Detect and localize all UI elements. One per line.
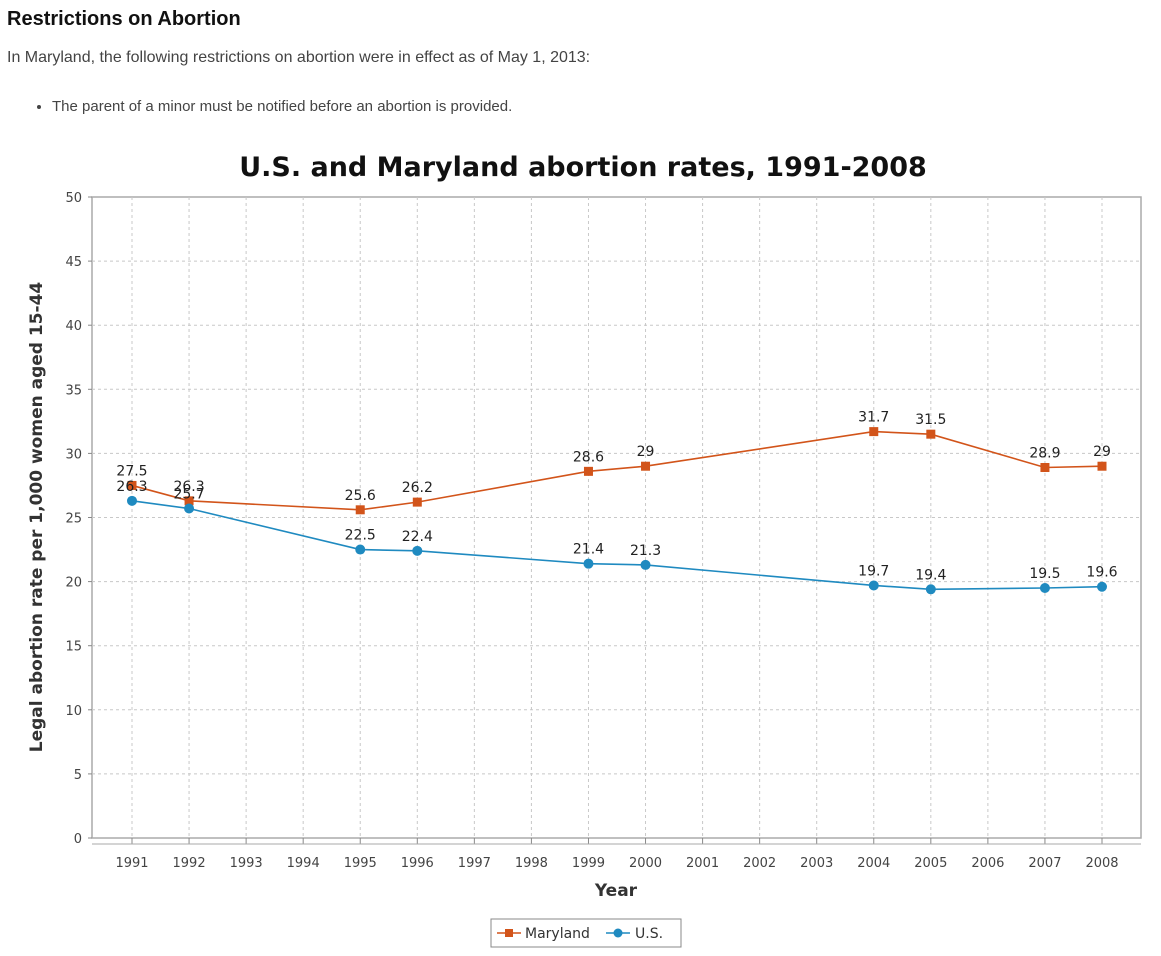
x-tick-label: 1994 [287,856,320,871]
y-tick-label: 30 [65,447,82,462]
x-tick-label: 1995 [344,856,377,871]
x-tick-label: 1999 [572,856,605,871]
data-label-u-s: 19.7 [858,563,889,579]
data-label-maryland: 27.5 [116,463,147,479]
data-label-u-s: 21.4 [573,542,604,558]
legend: Maryland U.S. [490,918,682,948]
data-label-maryland: 31.7 [858,410,889,426]
data-point-maryland [1040,463,1050,473]
y-tick-label: 50 [65,191,82,206]
x-tick-label: 2008 [1085,856,1118,871]
legend-us-label: U.S. [635,926,663,942]
data-label-maryland: 28.6 [573,449,604,465]
data-point-maryland [583,466,593,476]
series-line-maryland [131,430,1103,511]
legend-box [490,918,682,948]
data-label-u-s: 21.3 [630,543,661,559]
data-point-u-s [355,544,366,555]
legend-us-marker [613,928,623,938]
y-tick-label: 10 [65,704,82,719]
x-tick-label: 1991 [115,856,148,871]
data-point-u-s [640,559,651,570]
data-label-maryland: 26.2 [402,480,433,496]
x-tick-label: 2000 [629,856,662,871]
y-axis-label: Legal abortion rate per 1,000 women aged… [27,282,47,753]
data-point-maryland [355,505,365,515]
data-point-maryland [869,427,879,437]
data-point-maryland [412,497,422,507]
page-heading: Restrictions on Abortion [7,8,241,30]
y-tick-label: 45 [65,255,82,270]
restriction-item: The parent of a minor must be notified b… [52,98,512,115]
data-point-u-s [583,558,594,569]
x-tick-label: 2005 [914,856,947,871]
intro-text: In Maryland, the following restrictions … [7,49,591,66]
x-tick-label: 2006 [971,856,1004,871]
y-tick-label: 40 [65,319,82,334]
x-tick-label: 1997 [458,856,491,871]
data-point-u-s [412,545,423,556]
y-tick-label: 25 [65,512,82,527]
series-line-u-s [131,500,1103,591]
x-tick-label: 2003 [800,856,833,871]
x-tick-label: 1996 [401,856,434,871]
series-layer [127,427,1107,595]
data-label-u-s: 19.6 [1086,565,1117,581]
data-label-maryland: 29 [637,444,655,460]
data-label-maryland: 25.6 [345,488,376,504]
grid-layer [92,197,1141,838]
data-point-u-s [925,584,936,595]
x-tick-label: 2007 [1028,856,1061,871]
chart-title: U.S. and Maryland abortion rates, 1991-2… [239,152,927,183]
x-tick-label: 2002 [743,856,776,871]
x-axis: 1991 1992 1993 1994 1995 1996 1997 1998 1999 2000… [92,838,1141,871]
data-point-u-s [1039,583,1050,594]
data-point-maryland [641,461,651,471]
data-point-maryland [127,480,137,490]
data-point-maryland [184,496,194,506]
x-tick-label: 1992 [173,856,206,871]
data-label-u-s: 22.5 [345,528,376,544]
x-tick-label: 2004 [857,856,890,871]
data-point-u-s [868,580,879,591]
y-tick-label: 35 [65,383,82,398]
data-label-u-s: 25.7 [173,487,204,503]
y-tick-label: 20 [65,576,82,591]
data-label-u-s: 26.3 [116,479,147,495]
legend-maryland-label: Maryland [525,926,590,942]
y-axis: 0 5 10 15 20 25 30 35 40 45 50 [65,191,92,847]
data-point-u-s [1097,581,1107,592]
data-label-maryland: 29 [1093,444,1111,460]
x-tick-label: 1993 [230,856,263,871]
data-point-u-s [127,495,137,506]
data-label-maryland: 26.3 [173,479,204,495]
legend-maryland-marker [505,929,513,937]
y-tick-label: 5 [74,768,82,783]
data-point-u-s [184,503,195,514]
y-tick-label: 15 [65,640,82,655]
restrictions-list: The parent of a minor must be notified b… [0,98,512,115]
y-tick-label: 0 [74,832,82,847]
data-label-maryland: 31.5 [915,412,946,428]
data-label-maryland: 28.9 [1029,446,1060,462]
data-point-maryland [926,429,936,439]
data-label-u-s: 22.4 [402,529,433,545]
x-tick-label: 2001 [686,856,719,871]
data-point-maryland [1097,461,1107,471]
data-label-u-s: 19.5 [1029,566,1060,582]
x-tick-label: 1998 [515,856,548,871]
data-label-u-s: 19.4 [915,567,946,583]
x-axis-label: Year [594,881,638,901]
